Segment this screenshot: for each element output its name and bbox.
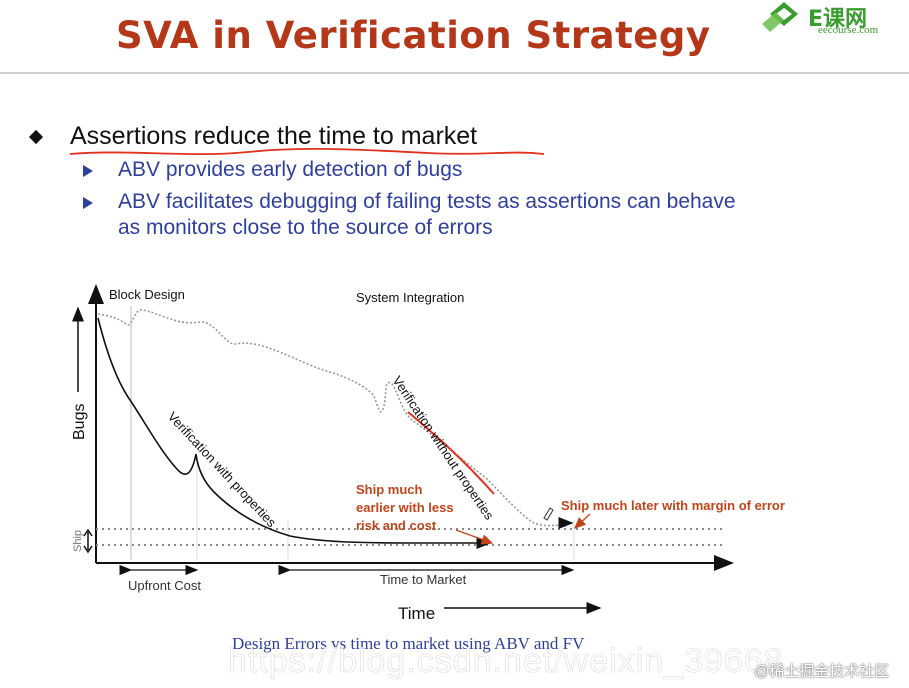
sub-bullet-2: ABV facilitates debugging of failing tes…: [118, 190, 736, 213]
ship-early-annotation: Ship much earlier with less risk and cos…: [356, 482, 457, 533]
logo-icon: [762, 2, 798, 32]
logo-text: E课网: [808, 7, 868, 32]
figure-caption: Design Errors vs time to market using AB…: [232, 634, 585, 653]
ship-label: Ship: [72, 530, 84, 552]
sub-bullet-2-cont: as monitors close to the source of error…: [118, 216, 493, 239]
block-design-label: Block Design: [109, 287, 185, 302]
watermark-community: @稀土掘金技术社区: [754, 663, 890, 680]
system-integration-label: System Integration: [356, 290, 464, 305]
bugs-vs-time-diagram: Bugs Ship Block Design System Integratio…: [71, 284, 785, 623]
main-bullet: Assertions reduce the time to market: [70, 122, 478, 150]
time-to-market-label: Time to Market: [380, 572, 467, 587]
diamond-bullet-icon: [28, 129, 44, 145]
sub-bullet-1: ABV provides early detection of bugs: [118, 158, 463, 181]
header-divider: [0, 72, 909, 74]
ship-early-arrow: [455, 529, 494, 545]
curve-with-properties: [97, 317, 486, 544]
x-axis-label: Time: [398, 604, 435, 623]
pen-cursor-icon: [543, 507, 554, 521]
with-properties-label: Verification with properties: [165, 409, 280, 531]
underline-annotation: [69, 147, 545, 156]
red-highlight-stroke: [407, 411, 495, 495]
triangle-bullet-icon: [83, 197, 93, 209]
upfront-cost-label: Upfront Cost: [128, 578, 201, 593]
ship-late-annotation: Ship much later with margin of error: [561, 498, 785, 513]
logo-subtext: eecourse.com: [818, 24, 879, 36]
ship-late-arrow: [574, 513, 591, 529]
triangle-bullet-icon: [83, 165, 93, 177]
watermark-url: https://blog.csdn.net/weixin_39668...: [228, 642, 816, 681]
slide-title: SVA in Verification Strategy: [116, 14, 711, 57]
y-axis-label: Bugs: [71, 404, 88, 440]
